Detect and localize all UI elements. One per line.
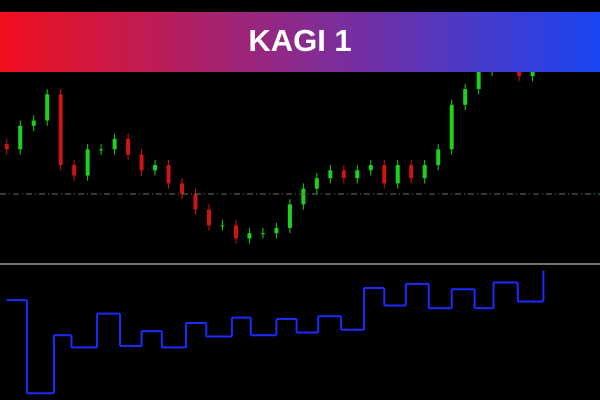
candle-body: [328, 170, 333, 179]
candle-body: [409, 165, 414, 179]
candle-body: [395, 165, 400, 184]
candle-body: [233, 225, 238, 239]
banner-title: KAGI 1: [248, 23, 351, 58]
candle-body: [72, 165, 77, 176]
candle-body: [45, 94, 50, 121]
candle-body: [112, 138, 117, 150]
candle-body: [274, 227, 279, 234]
candle-body: [436, 149, 441, 166]
candle-body: [85, 149, 90, 176]
candle-body: [180, 183, 185, 194]
candle-body: [153, 165, 158, 171]
candle-body: [193, 193, 198, 210]
candle-body: [287, 204, 292, 228]
banner: [0, 12, 600, 72]
candle-body: [301, 188, 306, 205]
candle-body: [58, 94, 63, 166]
candle-body: [382, 165, 387, 184]
candle-body: [476, 70, 481, 90]
candle-body: [18, 125, 23, 150]
candle-body: [247, 233, 252, 239]
kagi-pane: [6, 270, 545, 395]
candle-body: [314, 178, 319, 189]
candle-body: [530, 70, 535, 76]
candle-body: [139, 154, 144, 171]
candle-body: [220, 225, 225, 227]
candle-body: [4, 144, 9, 150]
candle-body: [166, 165, 171, 184]
candle-body: [260, 233, 265, 235]
candle-body: [99, 149, 104, 151]
candle-body: [355, 170, 360, 179]
candle-body: [368, 165, 373, 171]
candle-body: [206, 209, 211, 226]
candle-body: [126, 138, 131, 155]
candle-body: [463, 89, 468, 105]
candle-body: [341, 170, 346, 179]
candle-body: [449, 104, 454, 150]
kagi-end: [542, 270, 545, 273]
candle-body: [422, 165, 427, 179]
candle-body: [31, 120, 36, 126]
